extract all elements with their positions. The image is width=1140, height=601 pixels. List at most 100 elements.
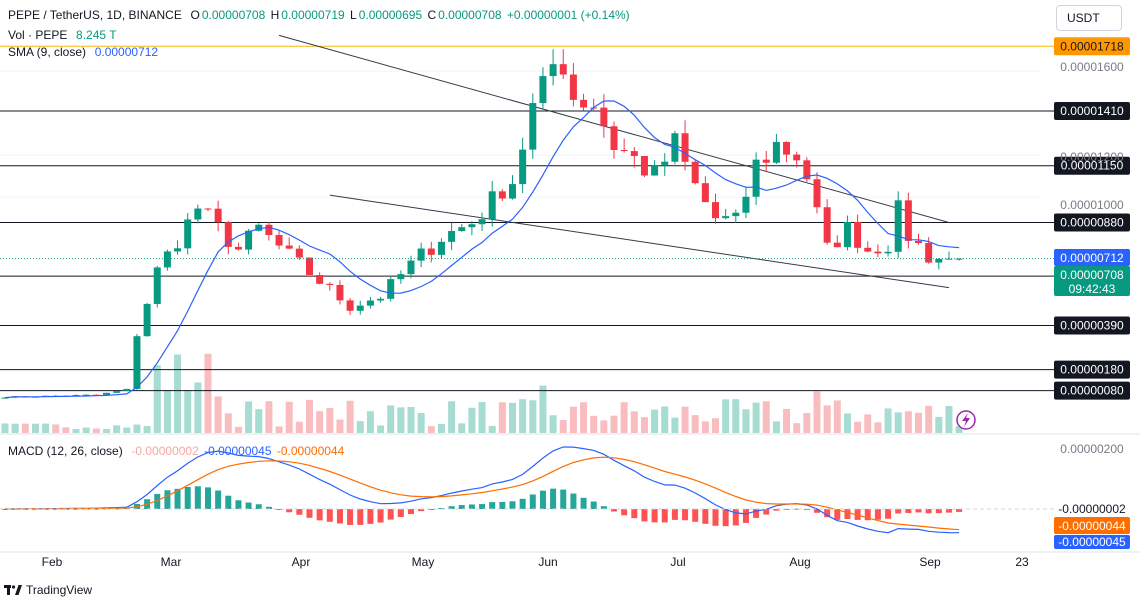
macd-histogram-bar	[499, 501, 506, 509]
volume-bar	[691, 415, 699, 433]
close-label: C	[427, 8, 437, 22]
candle-body	[377, 298, 385, 301]
horizontal-levels	[0, 45, 1054, 392]
macd-histogram-bar	[956, 509, 963, 512]
macd-histogram-bar	[885, 509, 892, 519]
volume-bar	[539, 385, 547, 433]
candle-body	[955, 258, 963, 260]
level-label-2: 0.00001150	[1061, 159, 1124, 173]
macd-histogram-bar	[844, 509, 851, 520]
macd-histogram-bar	[479, 504, 486, 509]
volume-label[interactable]: Vol · PEPE	[8, 28, 68, 42]
volume-bar	[580, 402, 588, 433]
volume-bar	[306, 399, 313, 433]
symbol-title[interactable]: PEPE / TetherUS, 1D, BINANCE	[8, 8, 182, 22]
volume-bar	[843, 413, 851, 433]
tradingview-logo[interactable]: TradingView	[4, 583, 92, 597]
candle-body	[448, 231, 456, 242]
volume-bar	[904, 411, 912, 433]
volume-bar	[417, 413, 425, 433]
change-value: +0.00000001 (+0.14%)	[506, 8, 630, 22]
volume-bar	[387, 405, 395, 433]
volume-bar	[823, 405, 831, 433]
macd-histogram-bar	[225, 495, 232, 509]
macd-histogram-bar	[671, 509, 678, 520]
candle-body	[610, 126, 618, 150]
volume-bar	[600, 420, 608, 433]
volume-bar	[884, 408, 892, 433]
candle-body	[529, 103, 537, 150]
candle-body	[915, 240, 922, 244]
candle-body	[549, 64, 557, 77]
volume-bar	[874, 422, 882, 433]
candle-body	[498, 191, 506, 199]
currency-label: USDT	[1067, 11, 1100, 25]
branding-text: TradingView	[26, 583, 93, 597]
ohlc-legend: PEPE / TetherUS, 1D, BINANCE O 0.00000708…	[8, 8, 632, 22]
volume-bar	[356, 421, 364, 433]
macd-histogram-bar	[336, 509, 343, 524]
candle-body	[600, 107, 608, 127]
macd-line-value: -0.00000045	[204, 444, 272, 458]
candle-body	[722, 216, 730, 219]
candle-body	[103, 392, 110, 395]
volume-bar	[1, 423, 9, 433]
volume-bar	[915, 412, 922, 433]
candle-body	[143, 303, 151, 337]
volume-bar	[945, 405, 953, 433]
candle-body	[762, 159, 770, 163]
candle-body	[620, 149, 628, 152]
volume-value: 8.245 T	[76, 28, 117, 42]
macd-histogram-bar	[590, 501, 597, 509]
volume-bar	[62, 427, 70, 433]
macd-histogram-bar	[864, 509, 871, 521]
volume-bar	[803, 413, 811, 433]
close-value: 0.00000708	[438, 8, 502, 22]
volume-bar	[894, 412, 902, 433]
sma-label[interactable]: SMA (9, close)	[8, 45, 87, 59]
volume-bar	[498, 402, 506, 433]
volume-bar	[519, 399, 527, 433]
macd-histogram-bar	[722, 509, 729, 527]
candle-body	[630, 151, 638, 157]
macd-histogram-bar	[113, 508, 120, 510]
volume-bar	[925, 405, 933, 433]
macd-histogram-bar	[793, 508, 800, 510]
volume-bar	[468, 407, 476, 433]
volume-bar	[772, 421, 780, 433]
level-label-3: 0.00000880	[1060, 215, 1124, 229]
macd-histogram-bar	[408, 509, 414, 515]
macd-histogram-bar	[397, 509, 404, 518]
macd-histogram-bar	[702, 509, 709, 524]
macd-histogram-bar	[93, 508, 100, 510]
currency-selector[interactable]: USDT	[1056, 5, 1122, 31]
macd-histogram-bar	[925, 509, 932, 514]
candle-body	[752, 159, 760, 197]
candle-body	[153, 267, 161, 304]
macd-signal-value: -0.00000044	[276, 444, 345, 458]
macd-line	[4, 446, 960, 534]
macd-histogram-bar	[539, 490, 546, 509]
candle-body	[833, 242, 841, 248]
candle-body	[163, 251, 171, 268]
macd-histogram-bar	[276, 509, 283, 510]
level-label-box-5	[1054, 316, 1130, 335]
macd-histogram-bar	[245, 502, 252, 509]
macd-histogram-bar	[296, 509, 303, 515]
volume-bar	[955, 426, 963, 433]
lightning-icon	[962, 413, 970, 427]
macd-histogram-bar	[316, 509, 323, 521]
macd-signal-line	[5, 456, 960, 531]
volume-bar	[640, 417, 648, 433]
volume-bar	[326, 407, 334, 433]
candle-body	[691, 161, 699, 184]
macd-label[interactable]: MACD (12, 26, close)	[8, 444, 123, 458]
macd-histogram-bar	[489, 502, 496, 509]
volume-bar	[316, 411, 324, 433]
level-label-0: 0.00001718	[1060, 39, 1124, 53]
candle-body	[437, 241, 445, 255]
candle-body	[184, 219, 192, 249]
candle-body	[742, 196, 750, 213]
volume-bar	[813, 391, 821, 433]
